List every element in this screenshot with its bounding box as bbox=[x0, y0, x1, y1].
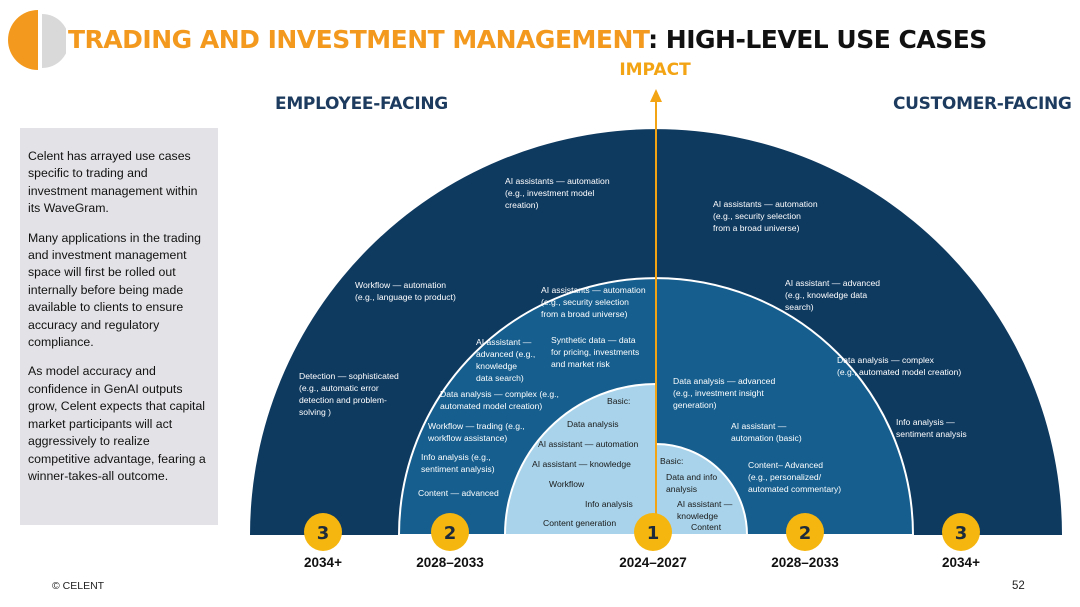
wave-badge-circle bbox=[304, 513, 342, 551]
inner-left-use-case: Content generation bbox=[543, 518, 616, 528]
impact-axis-label: IMPACT bbox=[619, 60, 691, 80]
sidebar-paragraph-1: Celent has arrayed use cases specific to… bbox=[28, 149, 198, 216]
wave-badge-circle bbox=[634, 513, 672, 551]
page-title-rest: : HIGH-LEVEL USE CASES bbox=[648, 25, 987, 54]
inner-left-use-case: Info analysis bbox=[585, 499, 633, 509]
wave-badge-number: 2 bbox=[799, 523, 812, 544]
wave-badge-number: 3 bbox=[317, 523, 330, 544]
use-case-labels: AI assistants — automation (e.g., investm… bbox=[299, 176, 967, 532]
page-number: 52 bbox=[1012, 580, 1025, 592]
inner-right-use-case: AI assistant — knowledge bbox=[677, 499, 733, 521]
wave-period-label: 2028–2033 bbox=[416, 555, 484, 570]
outer-left-use-case: Workflow — automation (e.g., language to … bbox=[355, 280, 456, 302]
middle-left-use-case: Info analysis (e.g., sentiment analysis) bbox=[421, 452, 495, 474]
middle-left-use-case: Content — advanced bbox=[418, 488, 499, 498]
wave-badge-number: 2 bbox=[444, 523, 457, 544]
page-title-highlight: TRADING AND INVESTMENT MANAGEMENT bbox=[68, 25, 649, 54]
middle-left-use-case: AI assistant — advanced (e.g., knowledge da… bbox=[476, 337, 535, 383]
middle-left-use-case: Workflow — trading (e.g., workflow assist… bbox=[427, 421, 525, 443]
middle-right-use-case: Content– Advanced (e.g., personalized/aut… bbox=[748, 460, 841, 494]
inner-left-use-case: AI assistant — automation bbox=[538, 439, 639, 449]
inner-wave-ring-left bbox=[503, 382, 657, 536]
middle-left-use-case: Data analysis — complex (e.g., automated … bbox=[440, 389, 559, 411]
wave-period-label: 2024–2027 bbox=[619, 555, 687, 570]
sidebar-paragraph-2: Many applications in the trading and inv… bbox=[28, 230, 201, 350]
outer-right-use-case: AI assistants — automation (e.g., securit… bbox=[713, 199, 818, 233]
wave-period-label: 2034+ bbox=[304, 555, 342, 570]
middle-left-use-case: AI assistants — automation (e.g., securit… bbox=[541, 285, 646, 319]
inner-left-use-case: AI assistant — knowledge bbox=[532, 459, 631, 469]
inner-left-use-case: Basic: bbox=[607, 396, 630, 406]
inner-left-use-case: Workflow bbox=[549, 479, 585, 489]
celent-logo bbox=[8, 10, 66, 70]
inner-right-use-case: Basic: bbox=[660, 456, 683, 466]
wave-badge-circle bbox=[942, 513, 980, 551]
inner-right-use-case: Data and info analysis bbox=[666, 472, 717, 494]
outer-right-use-case: AI assistant — advanced (e.g., knowledge … bbox=[785, 278, 880, 312]
sidebar-description: Celent has arrayed use cases specific to… bbox=[20, 128, 218, 525]
wave-badge-number: 1 bbox=[647, 523, 660, 544]
outer-left-use-case: AI assistants — automation (e.g., investm… bbox=[505, 176, 610, 210]
middle-right-use-case: Data analysis — advanced (e.g., investmen… bbox=[673, 376, 775, 410]
middle-right-use-case: AI assistant — automation (basic) bbox=[731, 421, 802, 443]
outer-left-use-case: Detection — sophisticated (e.g., automati… bbox=[299, 371, 399, 417]
wave-period-label: 2028–2033 bbox=[771, 555, 839, 570]
impact-arrow-head bbox=[650, 89, 662, 102]
employee-facing-heading: EMPLOYEE-FACING bbox=[275, 94, 448, 114]
wave-badges: 3 2034+ 2 2028–2033 1 2024–2027 2 2028–2033 3 203… bbox=[304, 513, 980, 570]
customer-facing-heading: CUSTOMER-FACING bbox=[893, 94, 1072, 114]
wave-badge-circle bbox=[431, 513, 469, 551]
inner-left-use-case: Data analysis bbox=[567, 419, 619, 429]
outer-right-use-case: Info analysis — sentiment analysis bbox=[896, 417, 967, 439]
wave-period-label: 2034+ bbox=[942, 555, 980, 570]
page-title: TRADING AND INVESTMENT MANAGEMENT: HIGH-… bbox=[68, 24, 987, 56]
outer-right-use-case: Data analysis — complex (e.g., automated … bbox=[837, 355, 961, 377]
wave-badge-number: 3 bbox=[955, 523, 968, 544]
inner-wave-ring-right bbox=[655, 442, 749, 536]
middle-left-use-case: Synthetic data — data for pricing, invest… bbox=[551, 335, 639, 369]
inner-right-use-case: Content bbox=[691, 522, 722, 532]
wave-badge-circle bbox=[786, 513, 824, 551]
copyright-text: © CELENT bbox=[52, 580, 105, 592]
sidebar-paragraph-3: As model accuracy and confidence in GenA… bbox=[28, 364, 206, 483]
